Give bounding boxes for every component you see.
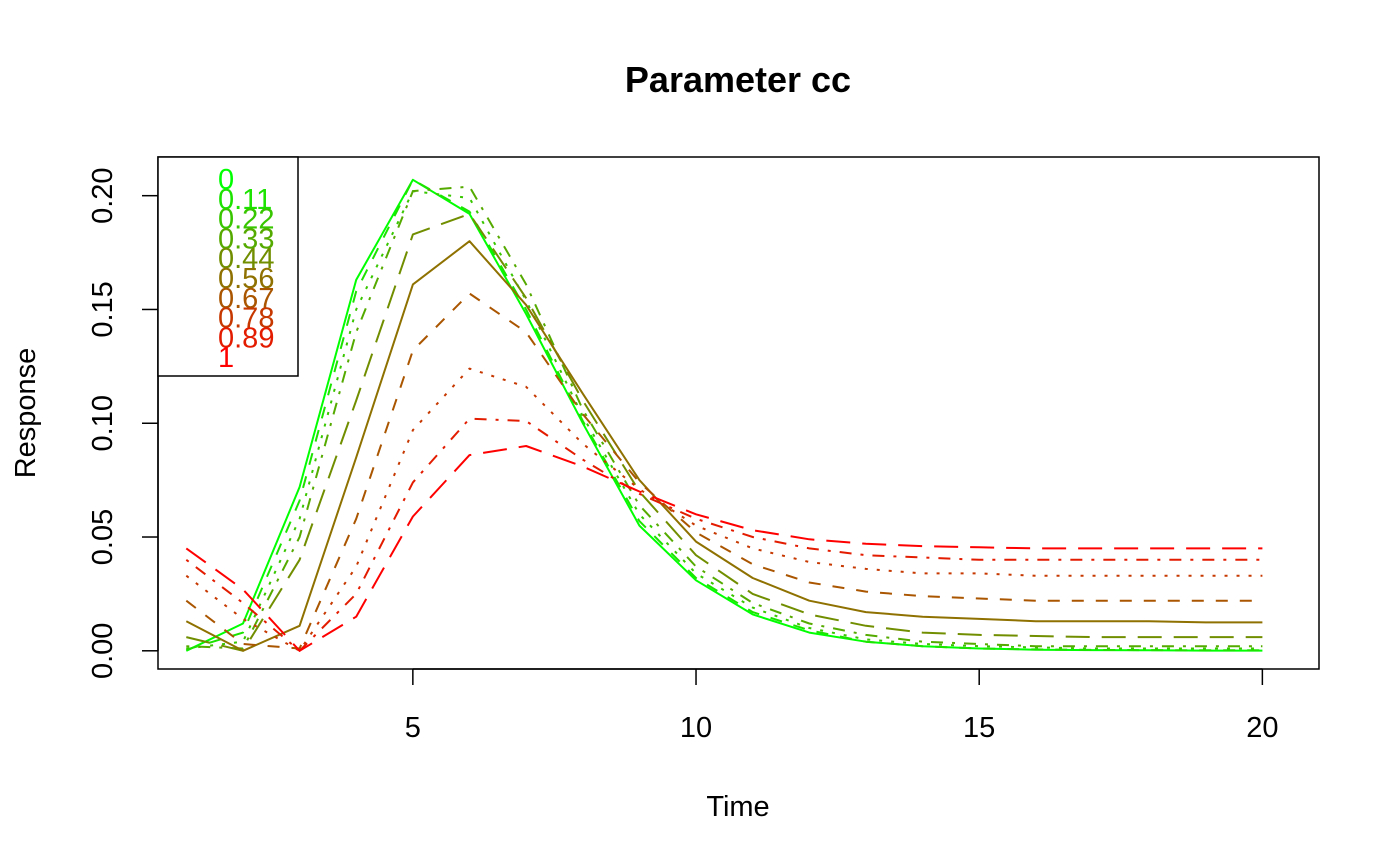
- x-axis-label: Time: [706, 791, 769, 823]
- series-line-0: [185, 178, 1263, 652]
- legend: 00.110.220.330.440.560.670.780.891: [157, 156, 299, 377]
- y-axis-label: Response: [10, 348, 42, 479]
- x-tick-label: 5: [405, 712, 421, 744]
- y-tick-label: 0.05: [87, 509, 119, 565]
- legend-entry: 0.89: [218, 322, 274, 354]
- series-line-0.56: [185, 240, 1263, 652]
- series-line-0.44: [186, 212, 1263, 652]
- plot-frame: [157, 156, 1320, 670]
- y-tick-label: 0.00: [87, 623, 119, 679]
- x-tick-label: 15: [963, 712, 995, 744]
- series-lines: [185, 178, 1263, 652]
- chart-title: Parameter cc: [625, 59, 851, 100]
- series-line-0.89: [185, 417, 1263, 652]
- legend-box: [157, 156, 299, 377]
- legend-entry: 0.67: [218, 283, 274, 315]
- legend-entry: 0.33: [218, 223, 274, 255]
- series-line-0.67: [185, 292, 1263, 650]
- x-axis: 5 10 15 20: [405, 668, 1278, 744]
- series-line-0.33: [186, 185, 1263, 650]
- legend-entry: 0.56: [218, 263, 274, 295]
- series-line-1: [185, 445, 1263, 652]
- series-line-0.11: [186, 178, 1263, 652]
- legend-entry: 0.78: [218, 303, 274, 335]
- y-tick-label: 0.20: [87, 167, 119, 223]
- legend-entry: 0.22: [218, 204, 274, 236]
- legend-entry: 0.44: [218, 243, 274, 275]
- y-axis: 0.00 0.05 0.10 0.15 0.20: [87, 167, 159, 679]
- series-line-0.78: [185, 367, 1263, 652]
- x-tick-label: 20: [1246, 712, 1278, 744]
- x-tick-label: 10: [680, 712, 712, 744]
- legend-entry: 0.11: [218, 184, 272, 216]
- legend-entry: 1: [218, 342, 234, 374]
- y-tick-label: 0.10: [87, 395, 119, 451]
- legend-entry: 0: [218, 164, 234, 196]
- y-tick-label: 0.15: [87, 281, 119, 337]
- series-line-0.22: [186, 190, 1263, 650]
